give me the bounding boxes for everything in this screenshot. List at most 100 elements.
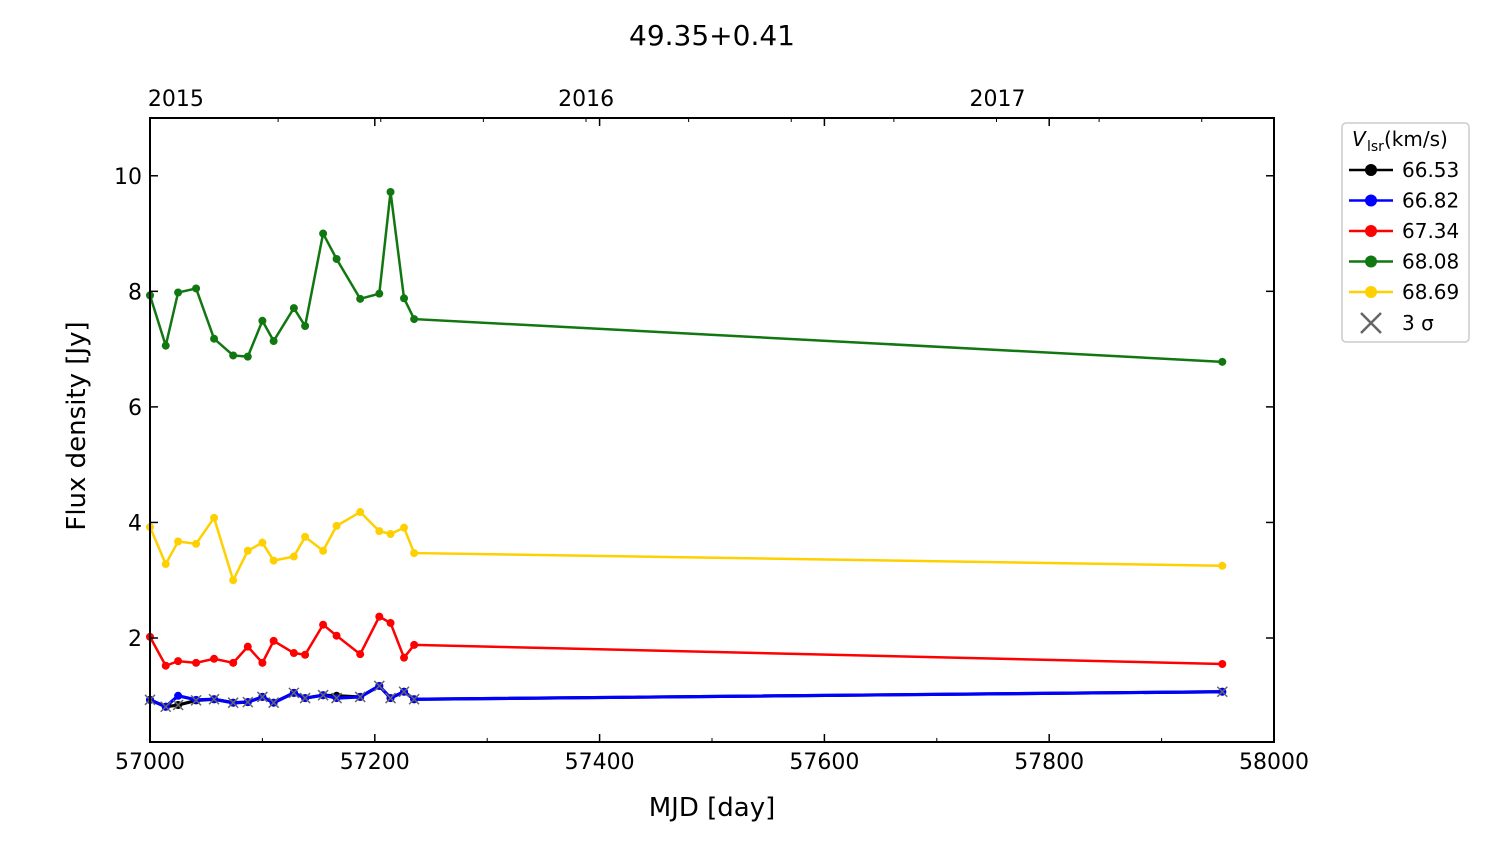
data-point-68.69 — [410, 549, 419, 558]
series-line-66.82 — [149, 683, 1223, 709]
data-point-68.08 — [319, 229, 328, 238]
legend-marker-68.08 — [1365, 255, 1377, 268]
three-sigma-marker — [354, 691, 366, 703]
data-point-68.08 — [269, 337, 278, 346]
data-point-68.69 — [375, 527, 384, 536]
data-point-68.08 — [410, 315, 419, 324]
three-sigma-marker — [408, 693, 420, 705]
data-point-67.34 — [356, 650, 365, 659]
data-point-68.69 — [289, 552, 298, 561]
data-point-68.08 — [289, 304, 298, 313]
data-point-67.34 — [400, 653, 409, 662]
three-sigma-marker — [317, 689, 329, 701]
legend-label: 66.82 — [1402, 189, 1459, 213]
legend-title-v: V — [1352, 127, 1367, 151]
y-tick-label: 8 — [128, 280, 142, 305]
data-point-68.08 — [375, 289, 384, 298]
series-line-67.34 — [148, 614, 1223, 668]
data-point-68.08 — [192, 284, 201, 293]
data-point-68.69 — [332, 521, 341, 530]
data-point-67.34 — [332, 631, 341, 640]
data-point-68.08 — [301, 322, 310, 330]
legend-label-three-sigma: 3 σ — [1402, 311, 1434, 335]
data-point-68.08 — [161, 341, 170, 350]
three-sigma-marker — [227, 697, 239, 709]
data-point-67.34 — [319, 620, 328, 629]
data-point-67.34 — [375, 612, 384, 621]
x-tick-label: 57800 — [1014, 750, 1084, 775]
data-point-67.34 — [210, 654, 219, 663]
legend: V lsr (km/s) 66.53 66.82 67.34 68.08 68.69 3 … — [1341, 122, 1470, 343]
three-sigma-marker — [385, 692, 397, 704]
top-tick-label: 2016 — [558, 87, 614, 112]
y-tick-label: 6 — [128, 396, 142, 421]
top-tick-label: 2017 — [969, 87, 1025, 112]
data-point-68.69 — [161, 560, 170, 569]
legend-marker-66.82 — [1365, 194, 1377, 207]
data-point-68.69 — [400, 523, 409, 532]
data-point-68.69 — [210, 513, 219, 522]
data-point-68.69 — [269, 556, 278, 565]
data-point-67.34 — [229, 658, 238, 667]
data-point-68.69 — [192, 539, 201, 548]
legend-three-sigma-icon — [1360, 312, 1382, 334]
data-point-68.08 — [1218, 357, 1227, 366]
x-tick-label: 58000 — [1239, 750, 1309, 775]
data-point-67.34 — [258, 658, 267, 667]
chart-title: 49.35+0.41 — [629, 19, 795, 52]
data-point-67.34 — [192, 658, 201, 667]
data-point-68.69 — [386, 530, 395, 538]
three-sigma-marker — [242, 696, 254, 708]
y-tick-label: 2 — [128, 627, 142, 652]
legend-label: 68.08 — [1402, 250, 1459, 274]
three-sigma-marker — [172, 699, 184, 711]
data-point-68.08 — [229, 351, 238, 360]
data-point-67.34 — [289, 649, 298, 658]
data-point-66.82 — [174, 691, 183, 700]
data-point-68.08 — [243, 352, 252, 361]
three-sigma-marker — [373, 680, 385, 692]
x-tick-label: 57000 — [115, 750, 185, 775]
legend-marker-67.34 — [1365, 225, 1377, 237]
three-sigma-marker — [398, 686, 410, 698]
data-point-68.69 — [356, 508, 365, 517]
data-point-68.69 — [301, 532, 310, 541]
data-point-67.34 — [161, 661, 170, 670]
legend-marker-68.69 — [1365, 286, 1377, 298]
legend-title-unit: (km/s) — [1384, 127, 1448, 151]
data-point-67.34 — [269, 636, 278, 645]
y-axis-label: Flux density [Jy] — [62, 321, 92, 530]
series-line-68.08 — [148, 191, 1223, 364]
three-sigma-marker — [268, 697, 280, 709]
x-tick-label: 57400 — [565, 750, 635, 775]
data-point-68.69 — [243, 546, 252, 555]
legend-title-sub: lsr — [1367, 139, 1384, 155]
x-tick-label: 57600 — [789, 750, 859, 775]
legend-label: 66.53 — [1402, 158, 1459, 182]
plot-frame — [149, 117, 1275, 743]
data-point-68.08 — [356, 294, 365, 303]
y-tick-label: 10 — [114, 165, 142, 190]
data-point-67.34 — [301, 650, 310, 659]
data-point-68.08 — [210, 334, 219, 343]
top-tick-label: 2015 — [148, 87, 204, 112]
data-point-68.69 — [1218, 561, 1227, 570]
three-sigma-marker — [208, 693, 220, 705]
data-point-68.08 — [332, 254, 341, 263]
data-point-67.34 — [174, 657, 183, 666]
three-sigma-marker — [160, 701, 172, 713]
data-point-68.08 — [258, 316, 267, 325]
y-tick-label: 4 — [128, 511, 142, 536]
series-line-68.69 — [148, 510, 1223, 584]
data-point-68.69 — [229, 576, 238, 585]
legend-marker-66.53 — [1365, 164, 1377, 176]
three-sigma-marker — [190, 694, 202, 706]
three-sigma-marker — [331, 692, 343, 704]
data-point-67.34 — [1218, 660, 1227, 668]
x-tick-label: 57200 — [340, 750, 410, 775]
legend-label: 67.34 — [1402, 219, 1459, 243]
data-point-68.08 — [174, 288, 183, 297]
legend-label: 68.69 — [1402, 280, 1459, 304]
